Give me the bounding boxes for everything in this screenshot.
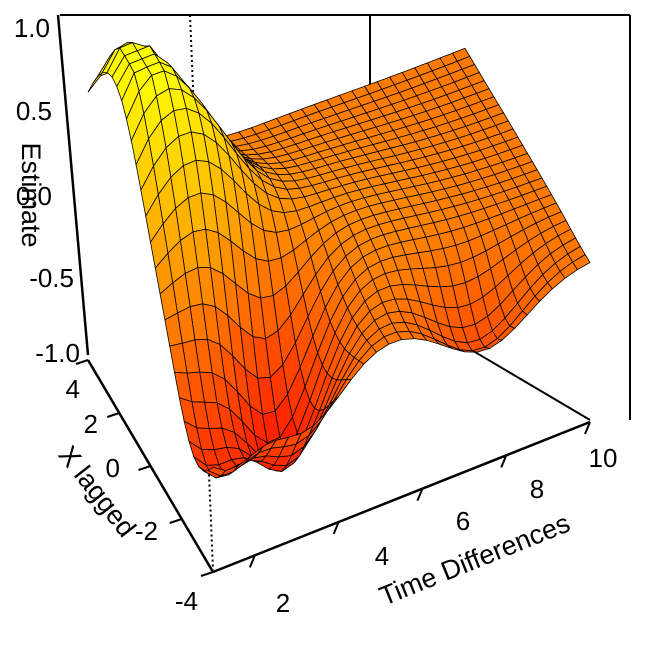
z-tick-label: 0.0 — [16, 181, 52, 211]
surface-facet — [207, 466, 227, 477]
z-axis-title: Estimate — [16, 142, 46, 247]
tick-marks — [75, 359, 591, 577]
z-tick-label: -1.0 — [35, 338, 80, 368]
x-tick-mark — [584, 421, 591, 435]
x-tick-label: 10 — [589, 443, 618, 473]
x-tick-label: 4 — [375, 541, 389, 571]
z-tick-label: -0.5 — [29, 263, 74, 293]
y-tick-mark — [169, 518, 183, 524]
x-tick-label: 2 — [276, 588, 290, 618]
x-tick-label: 6 — [456, 506, 470, 536]
y-axis-title: X lagged — [52, 440, 141, 542]
x-tick-mark — [500, 454, 508, 468]
y-tick-label: 4 — [66, 374, 80, 404]
y-tick-mark — [200, 571, 214, 577]
x-tick-label: 8 — [530, 474, 544, 504]
x-axis-title: Time Differences — [375, 508, 574, 612]
x-axis-ticks: 2 4 6 8 10 — [276, 443, 618, 618]
x-tick-mark — [248, 554, 256, 568]
y-tick-mark — [75, 359, 89, 365]
y-tick-label: 2 — [84, 409, 98, 439]
z-axis-ticks: 1.0 0.5 0.0 -0.5 -1.0 — [14, 13, 80, 368]
y-tick-label: 0 — [106, 453, 120, 483]
y-tick-label: -2 — [135, 516, 158, 546]
y-tick-mark — [138, 465, 151, 471]
y-tick-label: -4 — [175, 586, 198, 616]
x-tick-mark — [416, 488, 424, 502]
z-tick-label: 0.5 — [16, 96, 52, 126]
front-box-left-vertical — [56, 14, 90, 356]
y-tick-mark — [106, 412, 120, 418]
x-tick-mark — [332, 521, 340, 535]
surface-mesh — [87, 41, 591, 479]
z-tick-label: 1.0 — [14, 13, 50, 43]
front-box-x-edge — [212, 420, 591, 574]
y-axis-ticks: 4 2 0 -2 -4 — [66, 374, 198, 616]
